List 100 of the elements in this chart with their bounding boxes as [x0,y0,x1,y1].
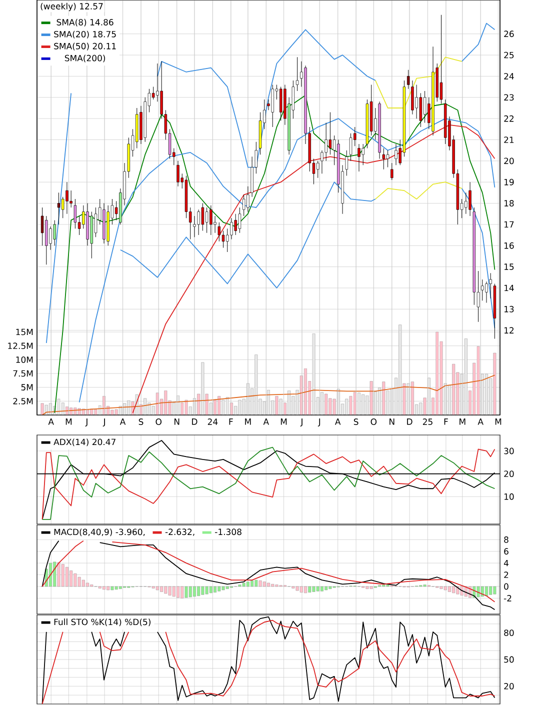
bar [444,586,447,590]
bar [271,584,274,587]
bar [250,580,254,587]
candlestick [238,207,242,234]
y-tick-label: 18 [504,200,514,206]
line-series [374,182,462,200]
legend-label: SMA(50) 20.11 [54,42,116,50]
y-tick-label: 20 [504,682,514,690]
x-tick-label: A [478,418,484,425]
legend-label: ADX(14) 20.47 [54,438,116,446]
candlestick [345,150,348,176]
y-tick-label: 50 [504,656,514,663]
bar [246,582,250,587]
candlestick [390,162,394,180]
bar [209,586,212,594]
bar [110,410,114,415]
x-tick-label: S [138,418,144,425]
bar [279,398,282,415]
bar [324,586,328,590]
y2-tick-label: 15M [16,328,33,336]
candlestick [415,84,418,119]
x-tick-label: D [192,418,198,425]
x-tick-label: M [245,418,251,425]
candlestick [382,148,386,170]
bar [201,586,204,595]
x-tick-label: J [85,418,88,426]
bar [308,586,312,592]
bar [254,354,258,415]
bar [53,562,56,587]
bar [370,381,373,415]
candlestick [193,216,196,238]
y-tick-label: 30 [504,448,514,454]
x-tick-label: D [407,418,412,425]
candlestick [481,279,484,301]
y-tick-label: 80 [504,630,514,636]
candlestick [464,192,468,214]
candlestick [197,209,200,236]
candlestick [74,198,77,229]
candlestick [406,70,410,90]
bar [452,586,456,594]
bar [218,396,221,415]
bar [410,382,414,415]
candlestick [279,86,282,121]
candlestick [328,112,332,155]
x-tick-label: F [444,418,448,425]
y-tick-label: 26 [504,30,514,38]
y-tick-label: 0 [504,583,508,590]
candlestick [201,203,204,232]
y-tick-label: 22 [504,115,514,122]
bar [288,390,291,415]
x-tick-label: O [156,418,162,425]
bar [366,586,369,589]
bar [493,586,496,594]
bar [82,580,85,587]
x-tick-label: S [354,418,358,425]
bar [70,570,73,587]
y-tick-label: 20 [504,470,514,478]
y-tick-label: 20 [504,158,514,164]
y-tick-label: 6 [504,548,508,555]
candlestick [358,144,360,172]
candlestick [57,192,60,225]
bar [316,586,320,592]
x-tick-label: J [318,418,320,426]
bar [493,352,496,415]
bar [370,586,373,589]
y2-tick-label: 5M [21,384,33,390]
x-tick-label: J [300,418,302,426]
bar [226,586,229,589]
y-tick-label: 12 [504,327,514,334]
bar [296,586,299,591]
y-tick-label: -2 [504,595,512,602]
legend-label: -1.308 [215,528,242,536]
bar [114,586,118,590]
candlestick [230,218,233,240]
legend-label: MACD(8,40,9) -3.960, [54,528,145,536]
y-tick-label: 17 [504,221,514,228]
bar [275,396,278,415]
candlestick [362,144,364,166]
bar [114,409,118,415]
y-tick-label: 16 [504,242,514,249]
candlestick [66,182,68,214]
bar [242,582,246,587]
y-tick-label: 21 [504,136,514,143]
x-tick-label: A [334,418,341,425]
x-tick-label: M [460,418,466,425]
x-tick-label: A [48,418,54,425]
x-tick-label: M [495,418,502,425]
legend-label: SMA(20) 18.75 [54,30,116,38]
bar [382,382,386,415]
candlestick [485,281,488,304]
candlestick [324,122,328,162]
y-tick-label: 14 [504,284,514,292]
candlestick [70,190,72,208]
legend-label: SMA(8) 14.86 [56,18,114,26]
bar [205,586,208,594]
candlestick [271,84,274,128]
y-tick-label: 10 [504,493,514,500]
chart-title: (weekly) 12.57 [40,2,103,12]
candlestick [53,220,56,246]
bar [168,586,172,596]
